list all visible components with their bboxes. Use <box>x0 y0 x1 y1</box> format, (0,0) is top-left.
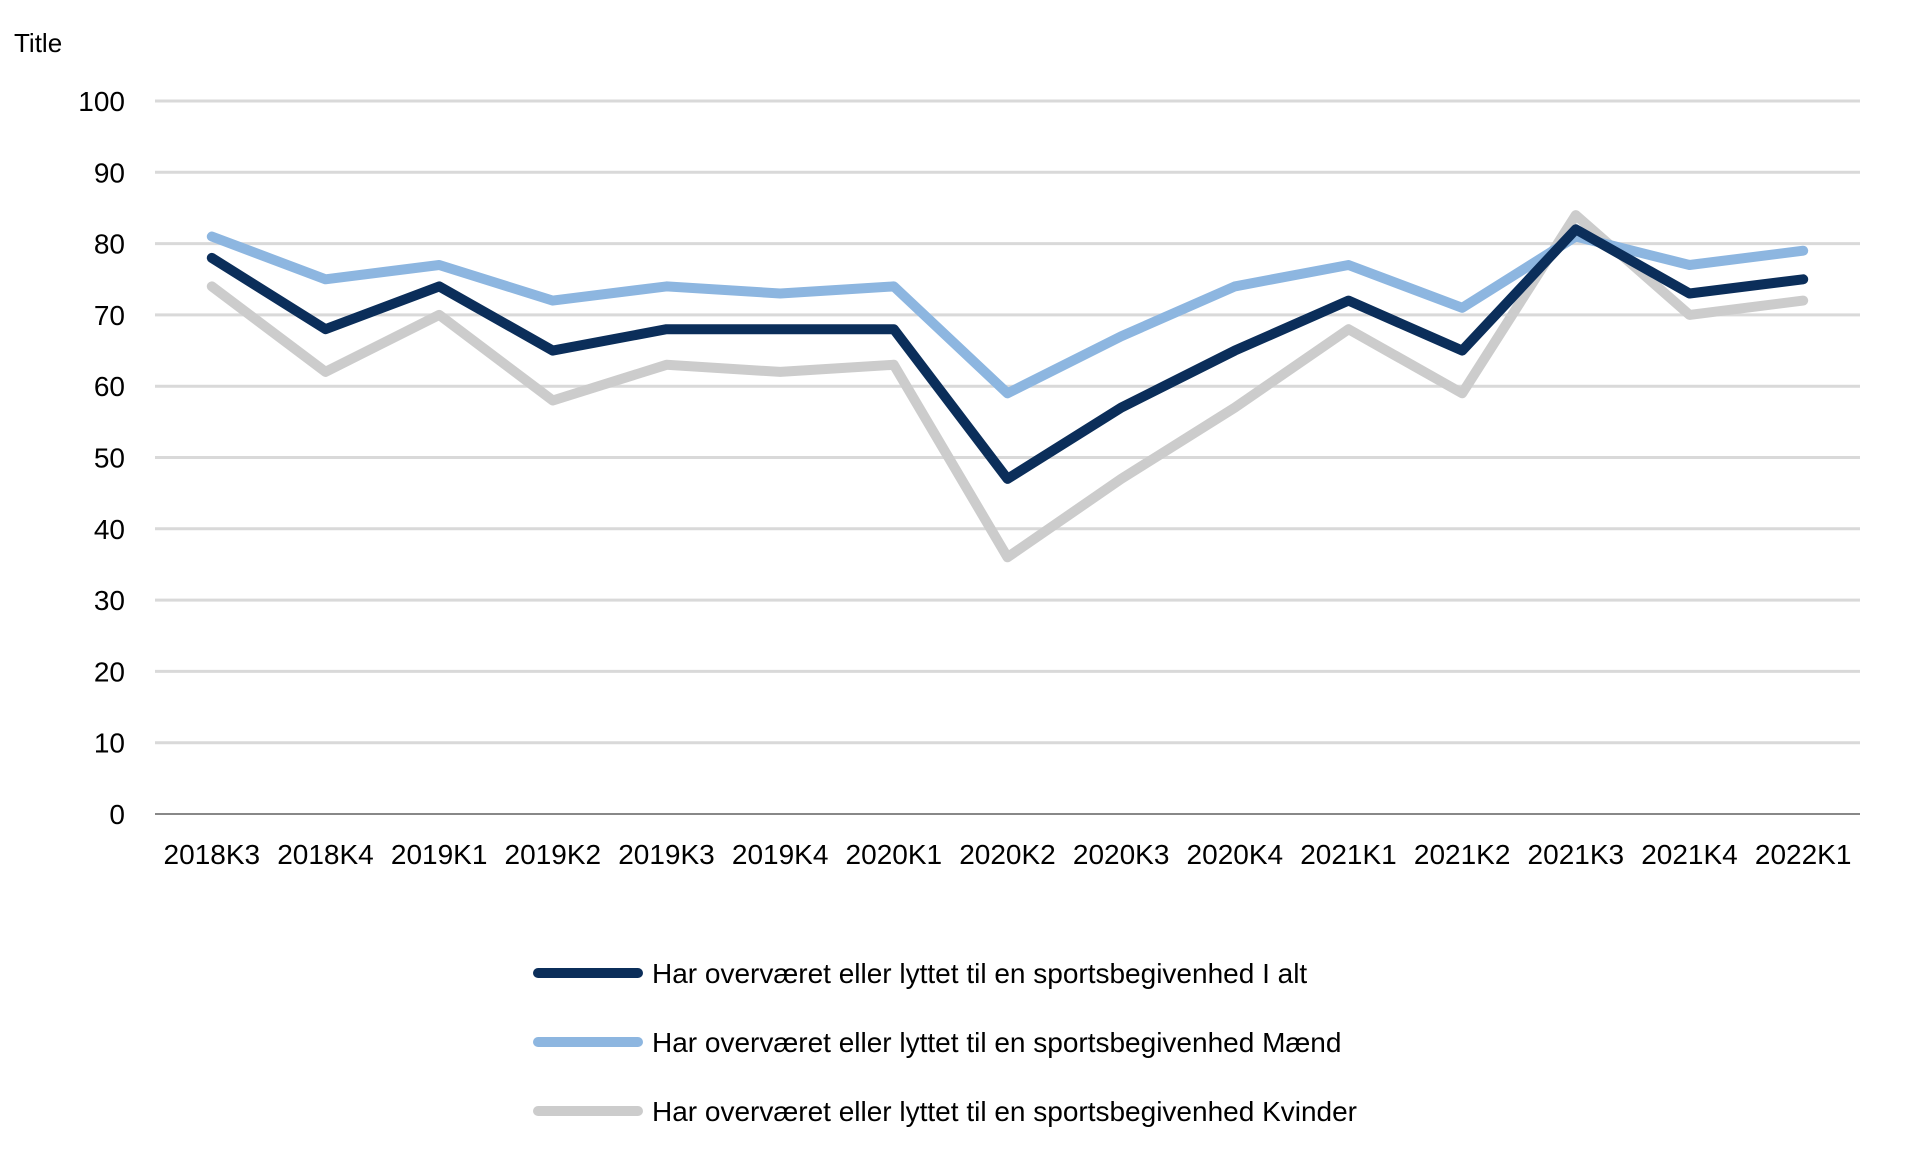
y-tick-label: 30 <box>94 585 125 616</box>
x-tick-label: 2018K3 <box>164 839 261 870</box>
x-tick-label: 2021K3 <box>1528 839 1625 870</box>
gridlines <box>155 99 1860 745</box>
legend-label: Har overværet eller lyttet til en sports… <box>652 958 1307 989</box>
y-tick-label: 80 <box>94 229 125 260</box>
y-tick-label: 40 <box>94 514 125 545</box>
x-tick-label: 2021K1 <box>1300 839 1397 870</box>
y-tick-label: 100 <box>78 86 125 117</box>
y-tick-label: 60 <box>94 371 125 402</box>
x-tick-label: 2020K4 <box>1187 839 1284 870</box>
series-line-0 <box>206 224 1809 484</box>
y-tick-label: 10 <box>94 728 125 759</box>
x-tick-label: 2019K2 <box>505 839 602 870</box>
legend: Har overværet eller lyttet til en sports… <box>533 958 1357 1127</box>
series-lines <box>206 210 1809 563</box>
x-tick-label: 2020K2 <box>959 839 1056 870</box>
y-tick-label: 20 <box>94 656 125 687</box>
y-tick-label: 50 <box>94 443 125 474</box>
x-tick-label: 2022K1 <box>1755 839 1852 870</box>
series-line-1 <box>206 231 1809 399</box>
x-tick-label: 2020K3 <box>1073 839 1170 870</box>
x-tick-label: 2020K1 <box>846 839 943 870</box>
x-tick-label: 2018K4 <box>277 839 374 870</box>
legend-label: Har overværet eller lyttet til en sports… <box>652 1096 1357 1127</box>
y-tick-label: 90 <box>94 157 125 188</box>
legend-label: Har overværet eller lyttet til en sports… <box>652 1027 1341 1058</box>
y-axis-title: Title <box>14 28 62 58</box>
x-tick-label: 2021K4 <box>1641 839 1738 870</box>
y-tick-label: 70 <box>94 300 125 331</box>
y-axis-ticks: 0 10 20 30 40 50 60 70 80 90 100 <box>78 86 125 830</box>
x-axis-ticks: 2018K3 2018K4 2019K1 2019K2 2019K3 2019K4 2020… <box>164 839 1852 870</box>
x-tick-label: 2021K2 <box>1414 839 1511 870</box>
x-tick-label: 2019K1 <box>391 839 488 870</box>
x-tick-label: 2019K4 <box>732 839 829 870</box>
y-tick-label: 0 <box>109 799 125 830</box>
x-tick-label: 2019K3 <box>618 839 715 870</box>
